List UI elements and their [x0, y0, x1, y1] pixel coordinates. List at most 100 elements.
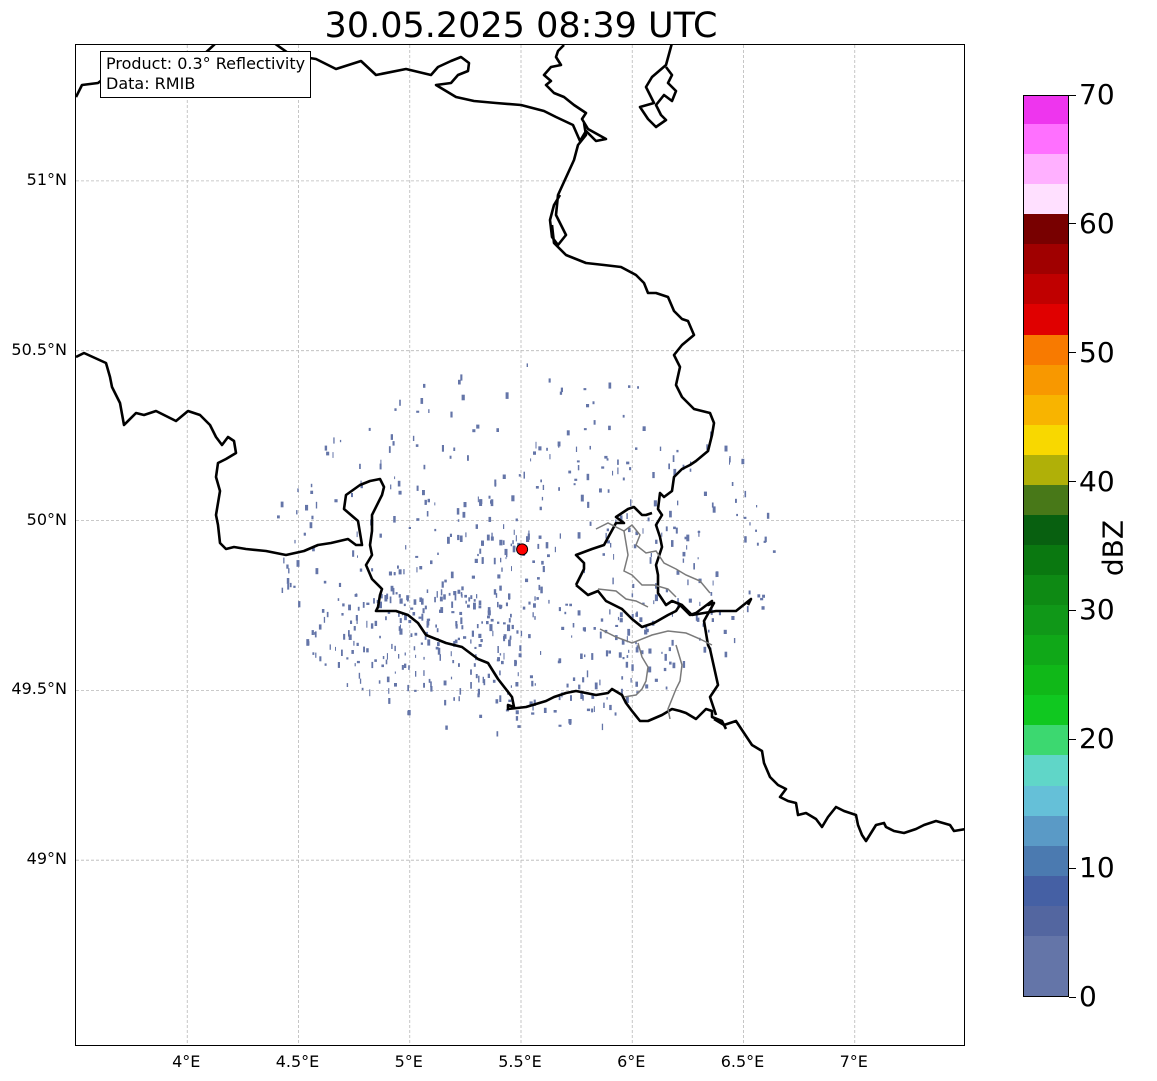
echo-pixel [457, 589, 461, 594]
echo-pixel [526, 363, 528, 367]
echo-pixel [522, 606, 526, 610]
echo-pixel [526, 536, 530, 542]
echo-pixel [357, 606, 360, 611]
echo-pixel [455, 624, 458, 629]
colorbar-tick [1069, 738, 1076, 740]
echo-pixel [642, 602, 645, 605]
echo-pixel [385, 659, 388, 665]
echo-pixel [352, 550, 355, 557]
echo-pixel [388, 698, 391, 704]
echo-pixel [653, 500, 657, 507]
echo-pixel [614, 712, 617, 716]
echo-pixel [707, 629, 710, 633]
colorbar-segment [1024, 243, 1068, 275]
echo-pixel [471, 575, 475, 579]
echo-pixel [630, 678, 632, 683]
echo-pixel [559, 391, 563, 395]
colorbar-tick [1069, 996, 1076, 998]
echo-pixel [528, 634, 531, 639]
colorbar-segment [1024, 664, 1068, 696]
echo-pixel [368, 427, 371, 431]
echo-pixel [636, 611, 638, 617]
echo-pixel [296, 510, 298, 515]
echo-pixel [756, 542, 759, 546]
echo-pixel [423, 682, 425, 688]
echo-pixel [606, 458, 609, 461]
echo-pixel [458, 379, 461, 385]
echo-pixel [672, 662, 676, 669]
echo-pixel [535, 441, 537, 449]
echo-pixel [449, 533, 452, 537]
echo-pixel [536, 597, 539, 600]
echo-pixel [303, 532, 306, 536]
border-belgium-germany [548, 45, 753, 617]
echo-pixel [421, 598, 424, 605]
echo-pixel [592, 401, 595, 405]
echo-pixel [601, 466, 605, 469]
echo-pixel [460, 617, 463, 625]
echo-pixel [661, 532, 663, 537]
echo-pixel [310, 490, 314, 494]
echo-pixel [461, 394, 465, 401]
colorbar-segment [1024, 785, 1068, 816]
radar-site-dot[interactable] [516, 543, 529, 556]
echo-pixel [718, 610, 721, 616]
echo-pixel [543, 707, 547, 713]
echo-pixel [366, 648, 369, 653]
echo-pixel [529, 675, 533, 679]
echo-pixel [746, 606, 749, 613]
colorbar-tick-label: 30 [1079, 593, 1115, 627]
echo-pixel [440, 589, 443, 596]
echo-pixel [358, 672, 361, 679]
border-belgium-france-west [76, 351, 728, 730]
echo-pixel [541, 496, 544, 501]
echo-pixel [335, 646, 336, 651]
echo-pixel [422, 490, 425, 496]
echo-pixel [682, 558, 685, 563]
echo-pixel [545, 542, 549, 549]
echo-pixel [473, 602, 476, 610]
x-tick-label: 5°E [394, 1052, 423, 1071]
country-borders [76, 45, 964, 843]
radar-site-marker[interactable] [516, 543, 529, 556]
echo-pixel [515, 518, 518, 522]
echo-pixel [298, 601, 301, 608]
echo-pixel [500, 557, 502, 563]
echo-pixel [622, 657, 625, 660]
echo-pixel [766, 512, 770, 519]
echo-pixel [508, 618, 511, 623]
colorbar-segment [1024, 694, 1068, 726]
echo-pixel [565, 603, 568, 606]
echo-pixel [628, 527, 631, 533]
echo-pixel [479, 499, 483, 506]
echo-pixel [665, 686, 668, 690]
radar-map[interactable] [76, 45, 965, 1046]
echo-pixel [558, 607, 561, 612]
echo-pixel [505, 392, 509, 399]
echo-pixel [321, 609, 325, 613]
echo-pixel [686, 545, 688, 550]
colorbar-segment [1024, 875, 1068, 906]
echo-pixel [697, 557, 699, 560]
echo-pixel [516, 630, 519, 634]
echo-pixel [399, 628, 403, 635]
echo-pixel [397, 480, 401, 487]
echo-pixel [478, 605, 482, 609]
echo-pixel [492, 630, 494, 637]
echo-pixel [393, 516, 396, 523]
echo-pixel [702, 623, 704, 627]
echo-pixel [430, 686, 433, 692]
echo-pixel [626, 513, 628, 519]
echo-pixel [306, 641, 310, 646]
echo-pixel [620, 688, 623, 696]
map-panel[interactable] [75, 44, 965, 1046]
echo-pixel [478, 644, 482, 647]
echo-pixel [281, 587, 284, 593]
echo-pixel [481, 540, 484, 546]
echo-pixel [518, 653, 522, 658]
echo-pixel [410, 633, 413, 637]
echo-pixel [395, 592, 398, 595]
echo-pixel [479, 714, 483, 718]
echo-pixel [461, 586, 464, 591]
echo-pixel [576, 460, 580, 463]
